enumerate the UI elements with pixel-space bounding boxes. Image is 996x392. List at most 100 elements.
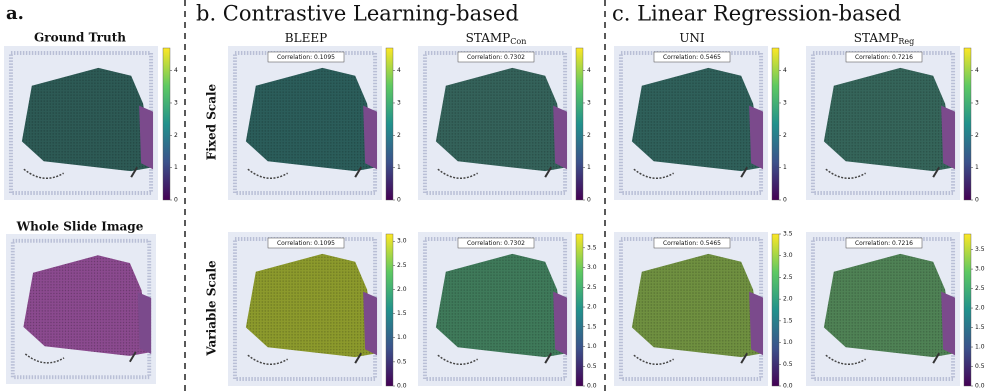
colorbar-tick-label: 1.0 [783,339,793,346]
colorbar [385,47,394,201]
colorbar [385,233,394,387]
colorbar-tick-label: 3.0 [587,264,597,271]
colorbar-tick-label: 2.5 [587,284,597,291]
colorbar-tick-label: 3 [783,99,787,106]
prediction-map [806,46,960,200]
colorbar-tick-label: 2 [587,132,591,139]
colorbar [963,47,972,201]
colorbar-tick-label: 4 [397,67,401,74]
row-label: Fixed Scale [205,83,219,160]
colorbar-tick-label: 2 [975,132,979,139]
correlation-box [653,237,731,249]
colorbar-tick-label: 2 [783,132,787,139]
colorbar-tick-label: 3.0 [783,252,793,259]
method-name: BLEEP [285,31,327,45]
colorbar-tick-label: 0 [397,197,401,204]
colorbar [162,47,171,201]
colorbar-tick-label: 1.5 [783,317,793,324]
colorbar-tick-label: 1.0 [397,334,407,341]
colorbar-tick-label: 1.5 [587,323,597,330]
colorbar-tick-label: 0 [975,197,979,204]
colorbar-tick-label: 3 [397,99,401,106]
prediction-map [418,232,572,386]
colorbar-tick-label: 0 [587,197,591,204]
colorbar-tick-label: 3.0 [975,266,985,273]
method-name: STAMP [466,31,511,45]
colorbar-tick-label: 1 [783,164,787,171]
correlation-label: Correlation: 0.1095 [277,54,335,61]
ground-truth-map [4,46,158,200]
prediction-map [806,232,960,386]
wsi-title: Whole Slide Image [16,220,144,234]
correlation-label: Correlation: 0.1095 [277,240,335,247]
colorbar-tick-label: 1.0 [587,343,597,350]
method-title: BLEEP [285,31,327,45]
colorbar-tick-label: 3 [587,99,591,106]
colorbar-tick-label: 3.0 [397,238,407,245]
colorbar-tick-label: 2.5 [783,274,793,281]
correlation-box [267,51,345,63]
correlation-box [845,51,923,63]
correlation-label: Correlation: 0.7302 [467,240,525,247]
panel-label: b. Contrastive Learning-based [196,2,519,26]
prediction-map [614,232,768,386]
colorbar [771,233,780,387]
colorbar-tick-label: 3 [975,99,979,106]
correlation-box [457,237,535,249]
correlation-label: Correlation: 0.7216 [855,240,913,247]
colorbar-tick-label: 0.0 [975,383,985,390]
colorbar-tick-label: 0.5 [783,361,793,368]
method-name: UNI [679,31,705,45]
colorbar-tick-label: 0.5 [975,363,985,370]
colorbar-tick-label: 1.5 [975,324,985,331]
colorbar-tick-label: 4 [975,67,979,74]
correlation-label: Correlation: 0.5465 [663,54,721,61]
correlation-box [267,237,345,249]
method-name: STAMP [854,31,899,45]
colorbar-tick-label: 4 [587,67,591,74]
whole-slide-image [4,234,158,384]
method-subscript: Con [510,37,526,46]
panel-label: c. Linear Regression-based [612,2,901,26]
prediction-map [228,46,382,200]
colorbar-tick-label: 0.5 [587,363,597,370]
colorbar-tick-label: 1 [975,164,979,171]
colorbar-tick-label: 0.5 [397,358,407,365]
colorbar-tick-label: 4 [783,67,787,74]
colorbar-tick-label: 3.5 [975,246,985,253]
prediction-map [614,46,768,200]
colorbar-tick-label: 1.0 [975,344,985,351]
colorbar [575,47,584,201]
method-title: STAMPReg [854,31,915,47]
correlation-label: Correlation: 0.5465 [663,240,721,247]
colorbar-tick-label: 2 [174,132,178,139]
prediction-map [418,46,572,200]
colorbar-tick-label: 1 [397,164,401,171]
colorbar-tick-label: 2.0 [587,304,597,311]
correlation-box [457,51,535,63]
correlation-box [845,237,923,249]
method-subscript: Reg [898,37,914,46]
colorbar-tick-label: 1 [587,164,591,171]
panel-label: a. [6,3,24,24]
colorbar-tick-label: 3.5 [587,244,597,251]
colorbar-tick-label: 0.0 [397,383,407,390]
correlation-label: Correlation: 0.7302 [467,54,525,61]
colorbar [575,233,584,387]
colorbar-tick-label: 2.0 [783,296,793,303]
ground-truth-title: Ground Truth [34,31,126,45]
colorbar-tick-label: 1 [174,164,178,171]
prediction-map [228,232,382,386]
colorbar-tick-label: 2.0 [397,286,407,293]
colorbar-tick-label: 0.0 [587,383,597,390]
colorbar-tick-label: 1.5 [397,310,407,317]
colorbar-tick-label: 2.5 [397,262,407,269]
colorbar-tick-label: 3.5 [783,231,793,238]
colorbar-tick-label: 0 [783,197,787,204]
colorbar-tick-label: 3 [174,99,178,106]
method-title: UNI [679,31,705,45]
correlation-box [653,51,731,63]
colorbar-tick-label: 2 [397,132,401,139]
row-label: Variable Scale [205,260,219,357]
